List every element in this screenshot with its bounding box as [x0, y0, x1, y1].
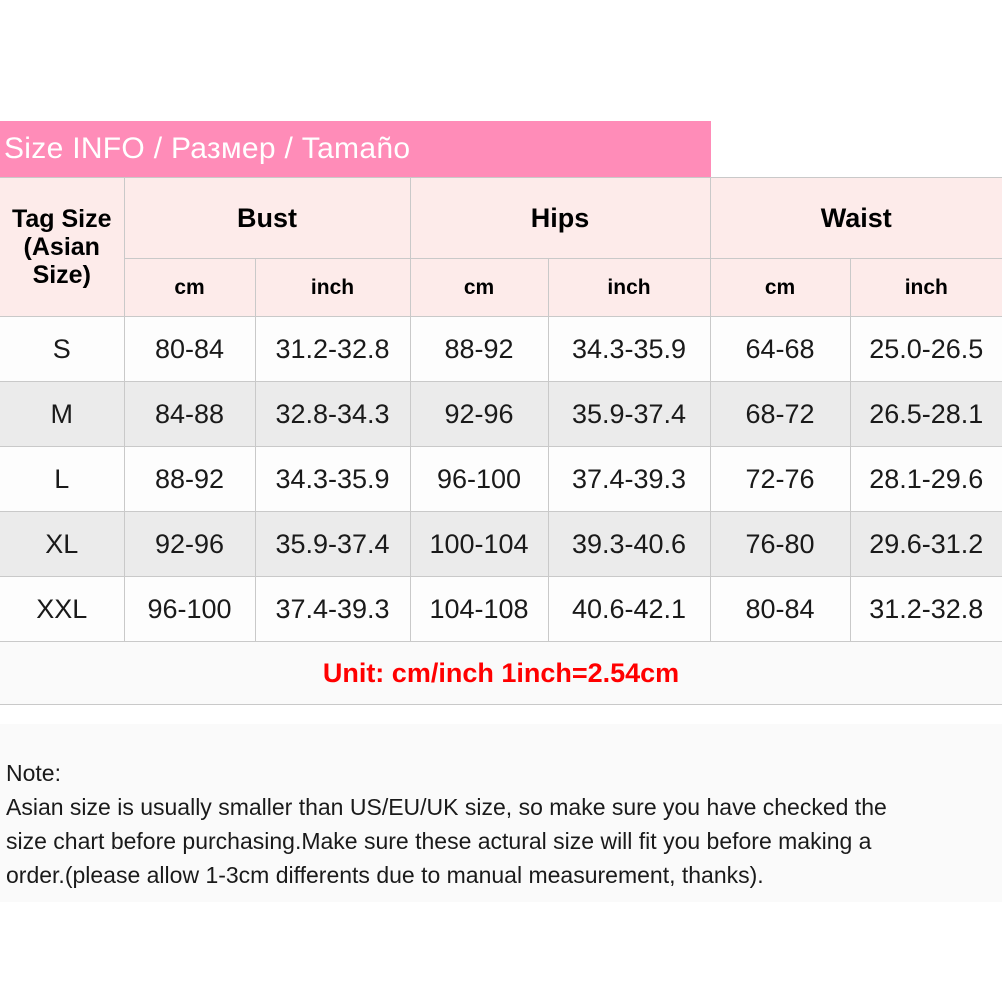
cell-hips-cm: 92-96	[409, 381, 549, 447]
cell-size: XL	[0, 511, 125, 577]
cell-waist-cm: 76-80	[709, 511, 851, 577]
size-info-title-band: Size INFO / Размер / Tamaño	[0, 121, 711, 177]
header-waist-cm: cm	[709, 258, 851, 317]
cell-waist-inch: 26.5-28.1	[849, 381, 1002, 447]
cell-hips-cm: 104-108	[409, 576, 549, 642]
cell-hips-inch: 39.3-40.6	[547, 511, 711, 577]
cell-waist-cm: 72-76	[709, 446, 851, 512]
cell-waist-cm: 68-72	[709, 381, 851, 447]
size-info-title: Size INFO / Размер / Tamaño	[4, 132, 411, 165]
table-row: XL 92-96 35.9-37.4 100-104 39.3-40.6 76-…	[0, 511, 1002, 577]
cell-bust-inch: 32.8-34.3	[254, 381, 411, 447]
cell-bust-cm: 92-96	[123, 511, 256, 577]
cell-hips-cm: 100-104	[409, 511, 549, 577]
header-bust-cm: cm	[123, 258, 256, 317]
cell-hips-inch: 37.4-39.3	[547, 446, 711, 512]
table-row: L 88-92 34.3-35.9 96-100 37.4-39.3 72-76…	[0, 446, 1002, 512]
cell-bust-cm: 80-84	[123, 316, 256, 382]
cell-bust-cm: 84-88	[123, 381, 256, 447]
header-waist-inch: inch	[849, 258, 1002, 317]
cell-hips-cm: 88-92	[409, 316, 549, 382]
size-chart-table: Tag Size (Asian Size) Bust Hips Waist cm…	[0, 177, 1002, 705]
table-row: S 80-84 31.2-32.8 88-92 34.3-35.9 64-68 …	[0, 316, 1002, 382]
cell-hips-inch: 40.6-42.1	[547, 576, 711, 642]
cell-size: XXL	[0, 576, 125, 642]
cell-waist-inch: 31.2-32.8	[849, 576, 1002, 642]
header-hips-cm: cm	[409, 258, 549, 317]
unit-note: Unit: cm/inch 1inch=2.54cm	[0, 641, 1002, 705]
cell-bust-inch: 37.4-39.3	[254, 576, 411, 642]
note-line-3: order.(please allow 1-3cm differents due…	[6, 862, 764, 888]
header-row-groups: Tag Size (Asian Size) Bust Hips Waist	[0, 177, 1002, 317]
cell-hips-inch: 35.9-37.4	[547, 381, 711, 447]
header-hips-inch: inch	[547, 258, 711, 317]
cell-bust-cm: 88-92	[123, 446, 256, 512]
note-line-2: size chart before purchasing.Make sure t…	[6, 828, 872, 854]
table-row: XXL 96-100 37.4-39.3 104-108 40.6-42.1 8…	[0, 576, 1002, 642]
cell-waist-inch: 25.0-26.5	[849, 316, 1002, 382]
cell-bust-inch: 31.2-32.8	[254, 316, 411, 382]
cell-size: L	[0, 446, 125, 512]
note-block: Note: Asian size is usually smaller than…	[0, 724, 1002, 902]
cell-hips-cm: 96-100	[409, 446, 549, 512]
header-row-units: cm inch cm inch cm inch	[0, 258, 1002, 317]
header-group-hips: Hips	[409, 177, 711, 259]
header-tag-size: Tag Size (Asian Size)	[0, 177, 125, 317]
note-label: Note:	[6, 760, 61, 786]
cell-bust-inch: 34.3-35.9	[254, 446, 411, 512]
cell-size: S	[0, 316, 125, 382]
table-row: M 84-88 32.8-34.3 92-96 35.9-37.4 68-72 …	[0, 381, 1002, 447]
cell-waist-cm: 80-84	[709, 576, 851, 642]
header-group-waist: Waist	[709, 177, 1002, 259]
header-bust-inch: inch	[254, 258, 411, 317]
cell-waist-cm: 64-68	[709, 316, 851, 382]
cell-hips-inch: 34.3-35.9	[547, 316, 711, 382]
cell-bust-cm: 96-100	[123, 576, 256, 642]
cell-bust-inch: 35.9-37.4	[254, 511, 411, 577]
header-group-bust: Bust	[123, 177, 411, 259]
cell-waist-inch: 29.6-31.2	[849, 511, 1002, 577]
note-line-1: Asian size is usually smaller than US/EU…	[6, 794, 887, 820]
unit-note-row: Unit: cm/inch 1inch=2.54cm	[0, 641, 1002, 705]
cell-size: M	[0, 381, 125, 447]
cell-waist-inch: 28.1-29.6	[849, 446, 1002, 512]
